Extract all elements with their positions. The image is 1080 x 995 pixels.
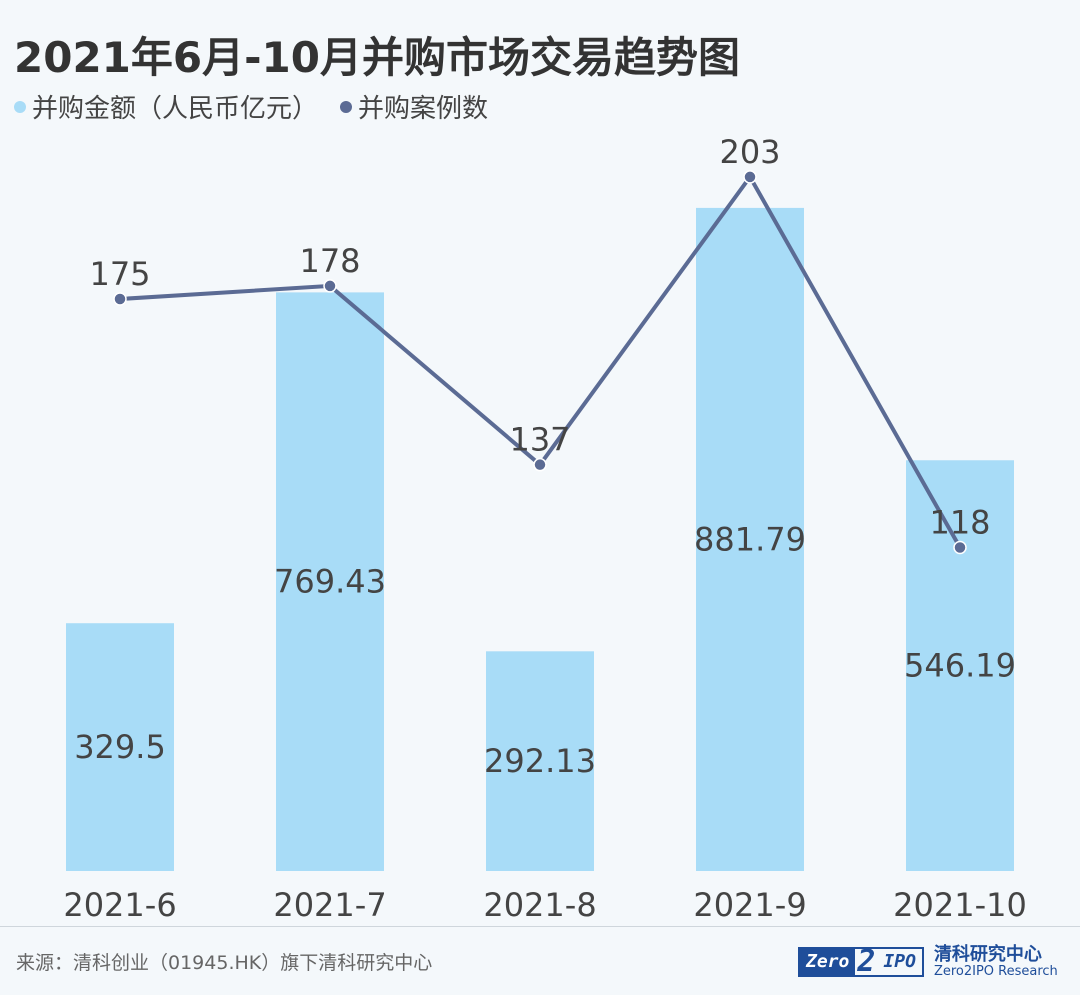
bar-2021-8: [486, 651, 594, 871]
footer-divider: [0, 926, 1080, 927]
line-label-2021-9: 203: [719, 133, 780, 171]
line-point-2021-10: [953, 540, 967, 555]
line-point-2021-6: [113, 292, 127, 306]
legend-label-count: 并购案例数: [358, 94, 489, 124]
line-point-2021-8: [533, 457, 547, 472]
bar-2021-6: [66, 623, 174, 871]
bar-2021-7: [276, 292, 384, 871]
line-point-2021-7: [323, 279, 337, 293]
chart-svg: 329.5 769.43 292.13 881.79 546.19 175 178 137 20…: [63, 133, 1027, 924]
x-tick-2021-9: 2021-9: [693, 886, 806, 924]
bar-label-2021-8: 292.13: [484, 742, 596, 780]
line-label-2021-10: 118: [929, 504, 990, 542]
logo-text-2: 2: [857, 944, 876, 980]
line-label-2021-8: 137: [509, 421, 570, 459]
legend-dot-count: [340, 100, 353, 113]
bar-2021-10: [906, 460, 1014, 871]
chart-title: 2021年6月-10月并购市场交易趋势图: [14, 33, 740, 82]
logo-text-zero: Zero: [800, 949, 856, 976]
line-point-2021-9: [743, 170, 757, 184]
legend-dot-amount: [14, 100, 26, 113]
legend: 并购金额（人民币亿元） 并购案例数: [14, 88, 510, 125]
zero2ipo-logo: Zero 2 IPO 清科研究中心 Zero2IPO Research: [798, 945, 1058, 979]
bar-label-2021-10: 546.19: [904, 647, 1016, 685]
bar-label-2021-7: 769.43: [274, 563, 386, 601]
line-label-2021-7: 178: [299, 242, 360, 280]
legend-label-amount: 并购金额（人民币亿元）: [32, 94, 319, 124]
logo-caption: 清科研究中心 Zero2IPO Research: [934, 945, 1058, 979]
logo-badge: Zero 2 IPO: [798, 944, 924, 980]
logo-caption-en: Zero2IPO Research: [933, 963, 1058, 979]
bar-2021-9: [696, 207, 804, 871]
line-label-2021-6: 175: [89, 255, 150, 293]
bar-label-2021-9: 881.79: [694, 520, 806, 558]
legend-item-amount: 并购金额（人民币亿元）: [14, 88, 318, 125]
case-count-line: [119, 173, 962, 549]
logo-caption-cn: 清科研究中心: [933, 944, 1042, 965]
x-tick-2021-10: 2021-10: [893, 886, 1027, 924]
legend-item-count: 并购案例数: [340, 88, 488, 125]
x-tick-2021-6: 2021-6: [63, 886, 176, 924]
bar-label-2021-6: 329.5: [74, 728, 166, 766]
source-note: 来源：清科创业（01945.HK）旗下清科研究中心: [16, 952, 433, 974]
logo-text-ipo: IPO: [883, 951, 916, 973]
x-tick-2021-8: 2021-8: [483, 886, 596, 924]
x-tick-2021-7: 2021-7: [273, 886, 386, 924]
